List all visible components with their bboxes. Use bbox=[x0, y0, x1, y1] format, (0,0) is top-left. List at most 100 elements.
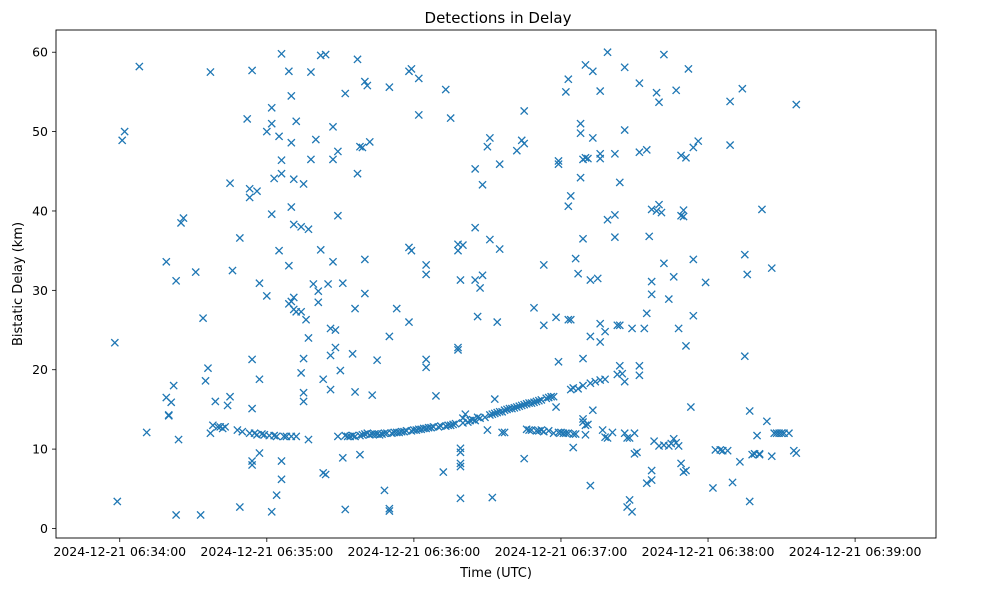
data-point bbox=[248, 66, 257, 75]
data-point bbox=[199, 314, 208, 323]
data-point bbox=[400, 427, 409, 436]
data-point bbox=[495, 245, 504, 254]
data-point bbox=[316, 245, 325, 254]
data-point bbox=[456, 462, 465, 471]
data-point bbox=[654, 98, 664, 107]
data-point bbox=[301, 315, 311, 324]
data-point bbox=[740, 250, 749, 259]
data-point bbox=[549, 392, 558, 401]
data-point bbox=[620, 125, 629, 135]
data-point bbox=[164, 410, 173, 420]
data-point bbox=[601, 327, 610, 336]
data-point bbox=[407, 246, 416, 255]
data-point bbox=[743, 270, 752, 279]
data-point bbox=[627, 507, 637, 516]
data-point bbox=[593, 274, 602, 283]
data-point bbox=[235, 233, 244, 243]
data-point bbox=[583, 154, 592, 163]
data-point bbox=[745, 497, 754, 506]
data-point bbox=[728, 478, 737, 487]
data-point bbox=[598, 425, 607, 435]
data-point bbox=[495, 407, 504, 416]
data-point bbox=[485, 235, 494, 244]
data-point bbox=[176, 218, 186, 227]
y-tick-label: 20 bbox=[32, 362, 48, 377]
data-point bbox=[304, 225, 313, 234]
data-point bbox=[581, 60, 590, 69]
data-point bbox=[490, 395, 499, 404]
data-point bbox=[745, 406, 754, 416]
data-point bbox=[792, 100, 801, 109]
data-point bbox=[446, 421, 455, 430]
data-point bbox=[468, 415, 477, 424]
data-point bbox=[586, 379, 595, 388]
data-point bbox=[233, 425, 242, 435]
data-point bbox=[206, 429, 215, 438]
data-point bbox=[461, 410, 470, 419]
data-point bbox=[331, 325, 340, 335]
data-point bbox=[422, 270, 431, 279]
data-point bbox=[422, 260, 431, 270]
data-point bbox=[252, 187, 262, 196]
data-point bbox=[358, 430, 367, 439]
data-point bbox=[238, 427, 247, 436]
data-point bbox=[314, 287, 323, 296]
data-point bbox=[684, 64, 693, 73]
y-axis: 0 10 20 30 40 50 60 bbox=[32, 45, 56, 536]
data-point bbox=[554, 156, 563, 166]
data-point bbox=[213, 422, 222, 431]
data-point bbox=[375, 430, 384, 439]
data-point bbox=[689, 311, 698, 320]
data-point bbox=[532, 397, 541, 406]
data-point bbox=[581, 421, 590, 430]
data-point bbox=[284, 67, 293, 76]
data-point bbox=[689, 143, 698, 152]
data-point bbox=[627, 324, 637, 333]
data-point bbox=[588, 133, 597, 143]
data-point bbox=[520, 454, 529, 463]
data-point bbox=[529, 303, 539, 312]
data-point bbox=[520, 106, 529, 116]
data-point bbox=[348, 349, 357, 358]
data-point bbox=[512, 402, 521, 412]
data-point bbox=[341, 89, 350, 98]
x-tick-label: 2024-12-21 06:36:00 bbox=[348, 544, 481, 559]
data-point bbox=[476, 283, 485, 293]
data-point bbox=[659, 50, 668, 59]
data-point bbox=[473, 413, 482, 422]
data-point bbox=[571, 254, 580, 263]
data-point bbox=[738, 84, 747, 93]
data-point bbox=[110, 338, 119, 347]
data-point bbox=[309, 279, 318, 289]
data-point bbox=[647, 205, 656, 214]
data-point bbox=[299, 388, 308, 397]
data-point bbox=[767, 264, 776, 273]
data-point bbox=[647, 290, 656, 299]
data-point bbox=[289, 220, 298, 229]
data-point bbox=[755, 449, 764, 458]
data-point bbox=[554, 160, 563, 169]
data-point bbox=[172, 510, 181, 520]
data-point bbox=[534, 396, 543, 405]
data-point bbox=[221, 422, 230, 431]
data-point bbox=[287, 91, 296, 100]
data-point bbox=[645, 232, 654, 241]
data-point bbox=[162, 257, 171, 266]
data-point bbox=[451, 419, 460, 428]
data-point bbox=[326, 351, 335, 360]
chart-title: Detections in Delay bbox=[425, 9, 572, 27]
data-point bbox=[331, 343, 340, 352]
data-point bbox=[353, 169, 362, 178]
data-point bbox=[169, 381, 178, 390]
y-axis-label: Bistatic Delay (km) bbox=[11, 222, 26, 346]
data-point bbox=[652, 206, 661, 216]
data-point bbox=[350, 304, 360, 313]
data-point bbox=[669, 434, 678, 443]
data-point bbox=[561, 87, 570, 96]
y-tick-label: 50 bbox=[32, 124, 48, 139]
data-point bbox=[297, 368, 306, 377]
data-point bbox=[304, 435, 313, 444]
data-point bbox=[324, 279, 333, 289]
x-tick-label: 2024-12-21 06:35:00 bbox=[200, 544, 333, 559]
data-point bbox=[740, 352, 749, 361]
